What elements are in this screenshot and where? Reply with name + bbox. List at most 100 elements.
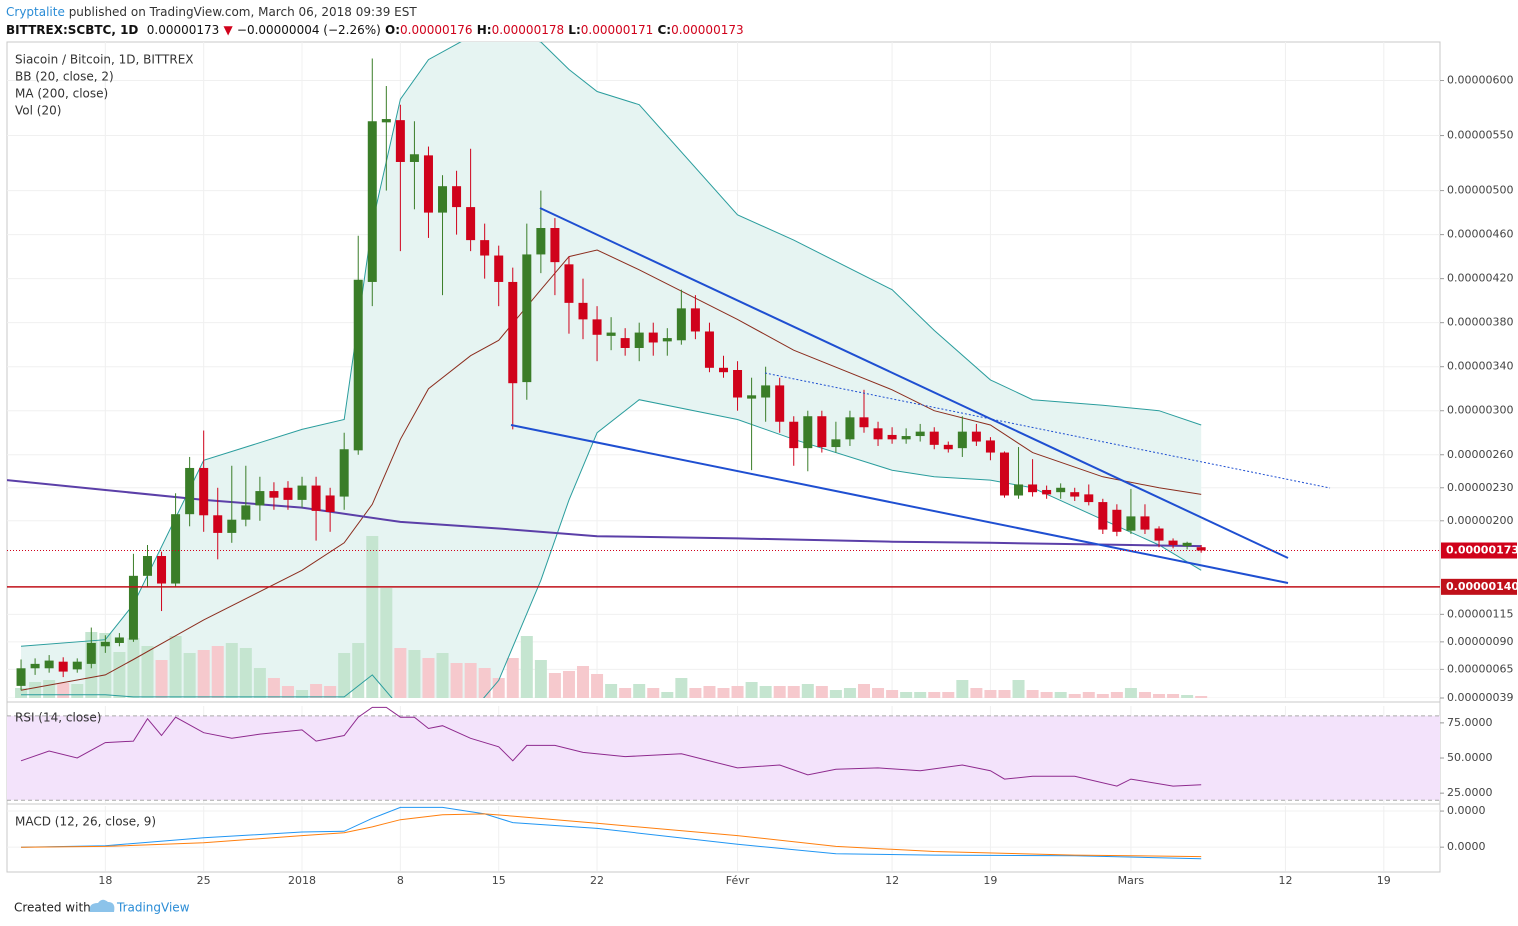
volume-bar — [1096, 694, 1109, 698]
y-tick-label: 0.00000090 — [1447, 635, 1513, 648]
candle-body — [100, 641, 110, 647]
volume-bar — [267, 678, 280, 698]
band-fill — [21, 42, 1202, 698]
candle-body — [564, 264, 574, 303]
volume-bar — [815, 686, 828, 698]
candle-body — [1196, 547, 1206, 551]
candle-body — [438, 186, 448, 213]
candle-body — [747, 395, 757, 399]
candle-body — [269, 491, 279, 498]
candle-body — [171, 514, 181, 584]
candle-body — [915, 431, 925, 437]
ohlc-value: 0.00000176 — [400, 23, 473, 37]
candle-body — [1112, 509, 1122, 532]
candle-body — [690, 308, 700, 332]
trend-line[interactable] — [539, 207, 1289, 559]
volume-bar — [577, 666, 590, 698]
volume-bar — [661, 692, 674, 698]
candle-body — [1140, 516, 1150, 530]
candle-body — [803, 416, 813, 449]
footer-brand[interactable]: TradingView — [116, 901, 190, 915]
candle-body — [929, 431, 939, 445]
y-tick-label: 75.0000 — [1447, 716, 1493, 729]
volume-bar — [253, 668, 266, 698]
x-tick-label: Févr — [726, 874, 750, 887]
volume-bar — [478, 668, 491, 698]
x-tick-label: 19 — [1377, 874, 1391, 887]
ohlc-value: 0.00000173 — [671, 23, 744, 37]
volume-bar — [970, 688, 983, 698]
x-tick-label: 18 — [98, 874, 112, 887]
y-tick-label: 0.00000500 — [1447, 184, 1513, 197]
trend-line[interactable] — [510, 424, 1289, 584]
band-lower — [21, 399, 1202, 698]
volume-bar — [801, 684, 814, 698]
volume-bar — [506, 658, 519, 698]
candle-body — [1028, 484, 1038, 493]
volume-bar — [183, 653, 196, 698]
volume-bar — [647, 688, 660, 698]
candle-body — [58, 661, 68, 672]
symbol: BITTREX:SCBTC, 1D — [6, 23, 139, 37]
y-tick-label: 0.00000260 — [1447, 448, 1513, 461]
candle-body — [901, 436, 911, 440]
volume-bar — [155, 660, 168, 698]
candle-body — [16, 668, 26, 686]
volume-bar — [942, 692, 955, 698]
volume-bar — [675, 678, 688, 698]
candle-body — [213, 515, 223, 533]
volume-bar — [408, 650, 421, 698]
candle-body — [1168, 540, 1178, 546]
published: published on TradingView.com, March 06, … — [68, 5, 417, 19]
header: Cryptalite published on TradingView.com,… — [6, 3, 744, 39]
volume-bar — [773, 686, 786, 698]
price-label-box — [1441, 578, 1517, 595]
x-tick-label: 2018 — [288, 874, 316, 887]
candle-body — [199, 467, 209, 516]
candle-body — [452, 186, 462, 208]
y-tick-label: 0.00000200 — [1447, 514, 1513, 527]
candle-body — [1014, 484, 1024, 496]
candle-body — [606, 332, 616, 336]
volume-bar — [464, 663, 477, 698]
candle-body — [845, 417, 855, 440]
x-tick-label: 19 — [983, 874, 997, 887]
volume-bar — [745, 682, 758, 698]
brand-logo[interactable] — [89, 899, 115, 912]
publish-line: Cryptalite published on TradingView.com,… — [6, 3, 744, 21]
pane-title: Siacoin / Bitcoin, 1D, BITTREX — [15, 53, 194, 67]
y-tick-label: 0.00000230 — [1447, 481, 1513, 494]
change-arrow: ▼ — [223, 23, 233, 37]
candle-body — [381, 119, 391, 123]
candle-body — [1042, 489, 1052, 495]
volume-bar — [1068, 694, 1081, 698]
volume-bar — [450, 663, 463, 698]
candle-body — [648, 332, 658, 343]
volume-bar — [338, 653, 351, 698]
x-tick-label: 12 — [1278, 874, 1292, 887]
volume-bar — [380, 588, 393, 698]
volume-bar — [127, 638, 140, 698]
candle-body — [241, 505, 251, 520]
candle-body — [719, 367, 728, 373]
candle-body — [494, 255, 504, 282]
volume-bar — [717, 688, 730, 698]
candle-body — [592, 319, 602, 335]
x-tick-label: 25 — [197, 874, 211, 887]
indicator-line — [20, 813, 1202, 858]
candle-body — [1070, 492, 1080, 497]
y-tick-label: 0.00000600 — [1447, 74, 1513, 87]
volume-bar — [548, 673, 561, 698]
y-tick-label: 0.00000065 — [1447, 662, 1513, 675]
author[interactable]: Cryptalite — [6, 5, 65, 19]
volume-bar — [1124, 688, 1137, 698]
y-tick-label: 0.00000460 — [1447, 228, 1513, 241]
pane-title: RSI (14, close) — [15, 711, 101, 725]
candle-body — [1154, 528, 1164, 541]
candle-body — [536, 228, 546, 255]
trend-line[interactable] — [764, 372, 1331, 489]
candle-body — [1126, 516, 1136, 531]
candle-body — [409, 154, 419, 162]
volume-bar — [141, 646, 154, 698]
volume-bar — [984, 690, 997, 698]
